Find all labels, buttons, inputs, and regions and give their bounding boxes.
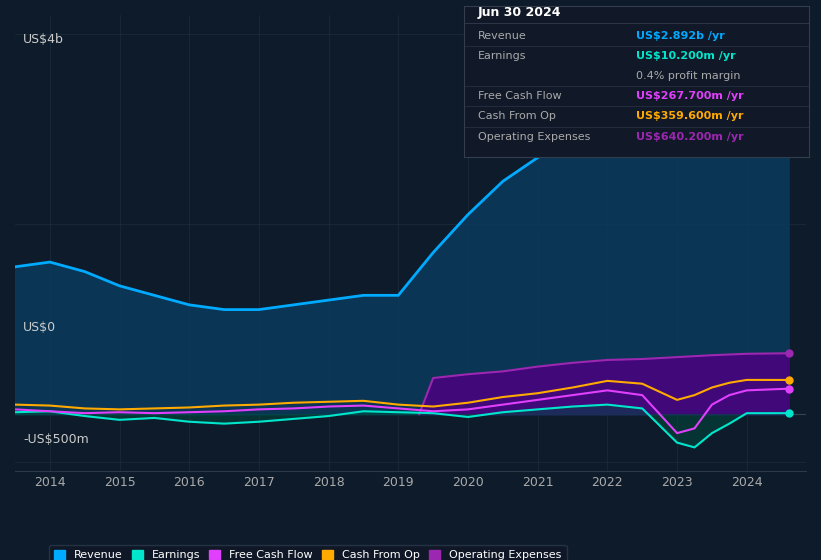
Text: US$4b: US$4b [23,33,64,46]
Text: US$0: US$0 [23,321,56,334]
Text: Cash From Op: Cash From Op [478,111,556,122]
Text: Revenue: Revenue [478,31,526,41]
Text: Earnings: Earnings [478,51,526,61]
Legend: Revenue, Earnings, Free Cash Flow, Cash From Op, Operating Expenses: Revenue, Earnings, Free Cash Flow, Cash … [48,545,566,560]
Text: US$640.200m /yr: US$640.200m /yr [636,132,744,142]
Text: Free Cash Flow: Free Cash Flow [478,91,562,101]
Text: US$359.600m /yr: US$359.600m /yr [636,111,744,122]
Text: US$2.892b /yr: US$2.892b /yr [636,31,725,41]
Text: Operating Expenses: Operating Expenses [478,132,590,142]
Text: Jun 30 2024: Jun 30 2024 [478,6,562,19]
Text: US$10.200m /yr: US$10.200m /yr [636,51,736,61]
Text: US$267.700m /yr: US$267.700m /yr [636,91,744,101]
Text: -US$500m: -US$500m [23,433,89,446]
Text: 0.4% profit margin: 0.4% profit margin [636,71,741,81]
